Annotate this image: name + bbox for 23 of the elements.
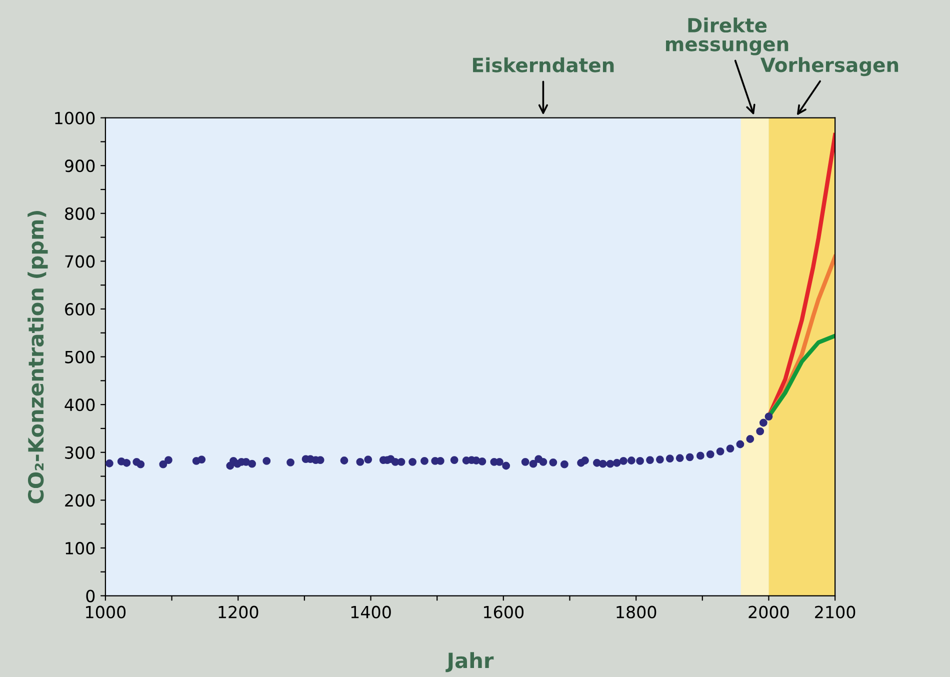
text: Eiskerndaten bbox=[473, 57, 614, 72]
y-tick-label: 200 bbox=[65, 494, 95, 507]
band-label: Vorhersagen bbox=[760, 57, 898, 76]
y-axis-title: CO₂-Konzentration (ppm) bbox=[28, 210, 48, 504]
y-tick-label: 700 bbox=[65, 255, 95, 268]
y-tick-label: 100 bbox=[66, 542, 95, 555]
band-label: Direkte messungen bbox=[666, 18, 788, 56]
x-tick-label: 2000 bbox=[748, 606, 789, 618]
x-tick-label: 2100 bbox=[815, 606, 856, 618]
y-tick-label: 500 bbox=[65, 350, 95, 364]
x-axis-title: Jahr bbox=[446, 652, 494, 672]
x-tick-label: 1000 bbox=[86, 606, 126, 618]
y-tick-label: 400 bbox=[64, 398, 95, 412]
x-tick-label: 1800 bbox=[616, 606, 656, 618]
y-tick-label: 600 bbox=[65, 302, 95, 316]
y-tick-label: 1000 bbox=[55, 112, 95, 124]
y-tick-label: 900 bbox=[64, 160, 95, 172]
x-tick-label: 1400 bbox=[351, 606, 391, 618]
y-tick-label: 300 bbox=[65, 446, 95, 459]
y-tick-label: 800 bbox=[65, 207, 95, 220]
x-tick-label: 1200 bbox=[218, 606, 258, 618]
x-tick-label: 1600 bbox=[484, 606, 524, 618]
y-tick-label: 0 bbox=[86, 590, 95, 602]
